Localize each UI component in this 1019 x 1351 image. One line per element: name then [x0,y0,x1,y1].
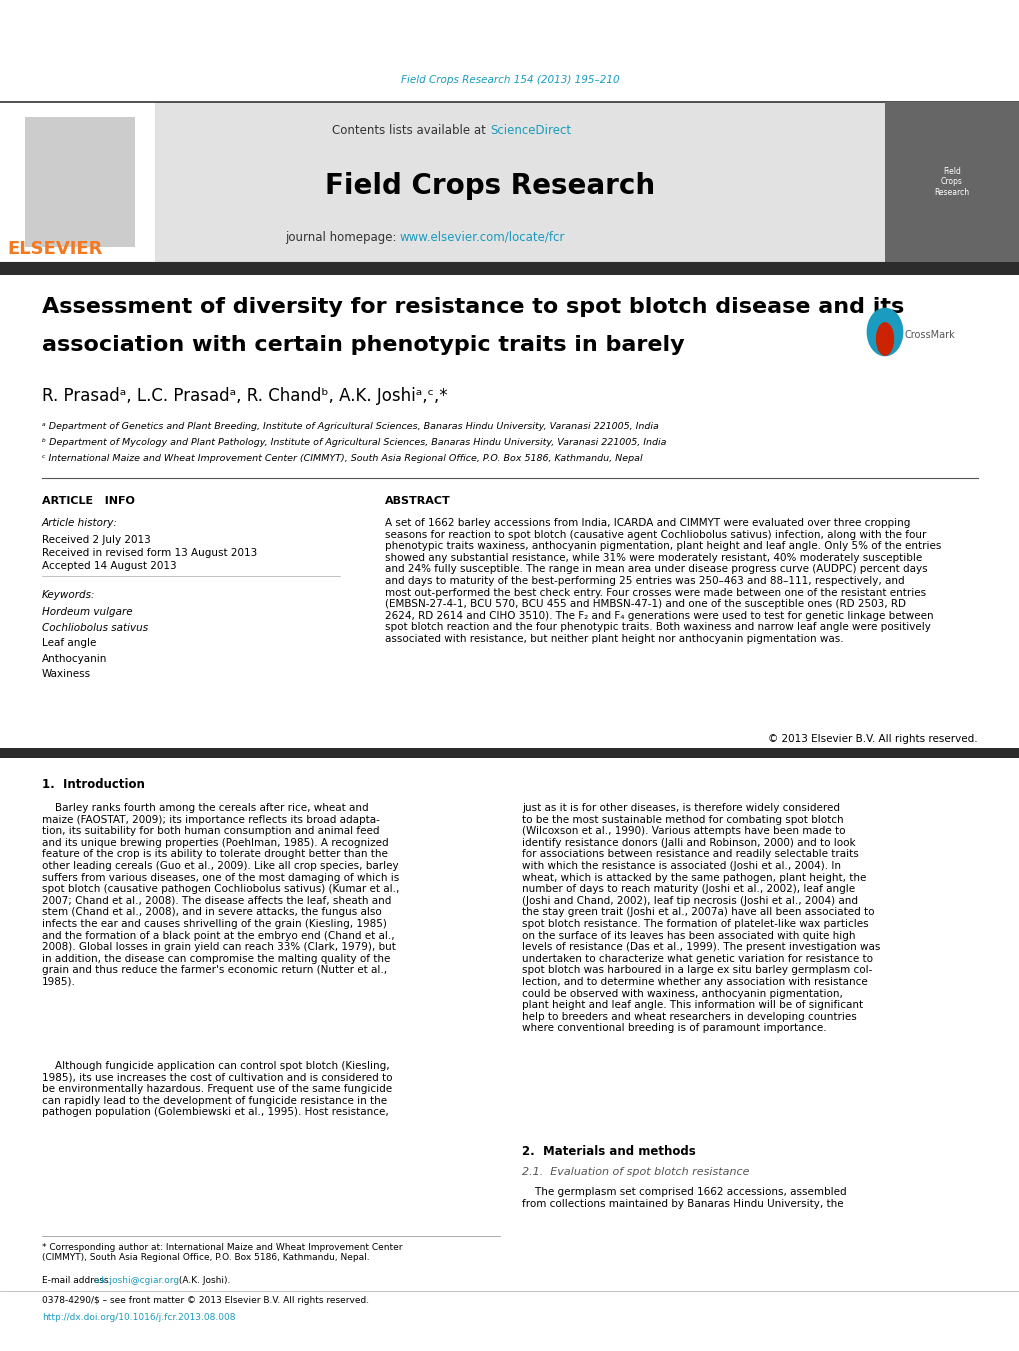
Text: ELSEVIER: ELSEVIER [7,240,103,258]
Text: (A.K. Joshi).: (A.K. Joshi). [176,1275,230,1285]
Text: www.elsevier.com/locate/fcr: www.elsevier.com/locate/fcr [399,231,565,245]
Text: Anthocyanin: Anthocyanin [42,654,107,663]
Text: Leaf angle: Leaf angle [42,638,96,648]
Text: ABSTRACT: ABSTRACT [384,496,450,507]
Text: Contents lists available at: Contents lists available at [332,124,489,136]
Text: a.k.joshi@cgiar.org: a.k.joshi@cgiar.org [94,1275,180,1285]
Text: 2.  Materials and methods: 2. Materials and methods [522,1146,695,1158]
Text: Although fungicide application can control spot blotch (Kiesling,
1985), its use: Although fungicide application can contr… [42,1061,392,1117]
Text: Field Crops Research: Field Crops Research [325,172,654,200]
Text: © 2013 Elsevier B.V. All rights reserved.: © 2013 Elsevier B.V. All rights reserved… [767,734,977,744]
Text: just as it is for other diseases, is therefore widely considered
to be the most : just as it is for other diseases, is the… [522,802,879,1034]
Text: ᶜ International Maize and Wheat Improvement Center (CIMMYT), South Asia Regional: ᶜ International Maize and Wheat Improvem… [42,454,642,463]
Text: Waxiness: Waxiness [42,669,91,680]
Text: ᵇ Department of Mycology and Plant Pathology, Institute of Agricultural Sciences: ᵇ Department of Mycology and Plant Patho… [42,438,665,447]
Text: Barley ranks fourth among the cereals after rice, wheat and
maize (FAOSTAT, 2009: Barley ranks fourth among the cereals af… [42,802,399,988]
Text: journal homepage:: journal homepage: [284,231,399,245]
Text: ᵃ Department of Genetics and Plant Breeding, Institute of Agricultural Sciences,: ᵃ Department of Genetics and Plant Breed… [42,422,658,431]
Text: Field Crops Research 154 (2013) 195–210: Field Crops Research 154 (2013) 195–210 [400,76,619,85]
Text: Hordeum vulgare: Hordeum vulgare [42,607,132,617]
Text: The germplasm set comprised 1662 accessions, assembled
from collections maintain: The germplasm set comprised 1662 accessi… [522,1188,846,1209]
Text: E-mail address:: E-mail address: [42,1275,114,1285]
Text: association with certain phenotypic traits in barely: association with certain phenotypic trai… [42,335,684,355]
Text: http://dx.doi.org/10.1016/j.fcr.2013.08.008: http://dx.doi.org/10.1016/j.fcr.2013.08.… [42,1313,235,1323]
Text: Article history:: Article history: [42,517,118,528]
Text: Received 2 July 2013: Received 2 July 2013 [42,535,151,544]
Text: 0378-4290/$ – see front matter © 2013 Elsevier B.V. All rights reserved.: 0378-4290/$ – see front matter © 2013 El… [42,1296,369,1305]
Text: Field
Crops
Research: Field Crops Research [933,168,969,197]
Text: ARTICLE   INFO: ARTICLE INFO [42,496,135,507]
Text: A set of 1662 barley accessions from India, ICARDA and CIMMYT were evaluated ove: A set of 1662 barley accessions from Ind… [384,517,941,644]
Text: Received in revised form 13 August 2013: Received in revised form 13 August 2013 [42,549,257,558]
Text: 1.  Introduction: 1. Introduction [42,778,145,790]
Text: R. Prasadᵃ, L.C. Prasadᵃ, R. Chandᵇ, A.K. Joshiᵃ,ᶜ,*: R. Prasadᵃ, L.C. Prasadᵃ, R. Chandᵇ, A.K… [42,386,447,405]
Text: Assessment of diversity for resistance to spot blotch disease and its: Assessment of diversity for resistance t… [42,297,904,317]
Text: ScienceDirect: ScienceDirect [489,124,571,136]
Text: Keywords:: Keywords: [42,590,96,600]
Text: Accepted 14 August 2013: Accepted 14 August 2013 [42,561,176,571]
Text: CrossMark: CrossMark [904,330,955,340]
Text: 2.1.  Evaluation of spot blotch resistance: 2.1. Evaluation of spot blotch resistanc… [522,1167,749,1177]
Text: Cochliobolus sativus: Cochliobolus sativus [42,623,148,632]
Text: * Corresponding author at: International Maize and Wheat Improvement Center
(CIM: * Corresponding author at: International… [42,1243,403,1262]
